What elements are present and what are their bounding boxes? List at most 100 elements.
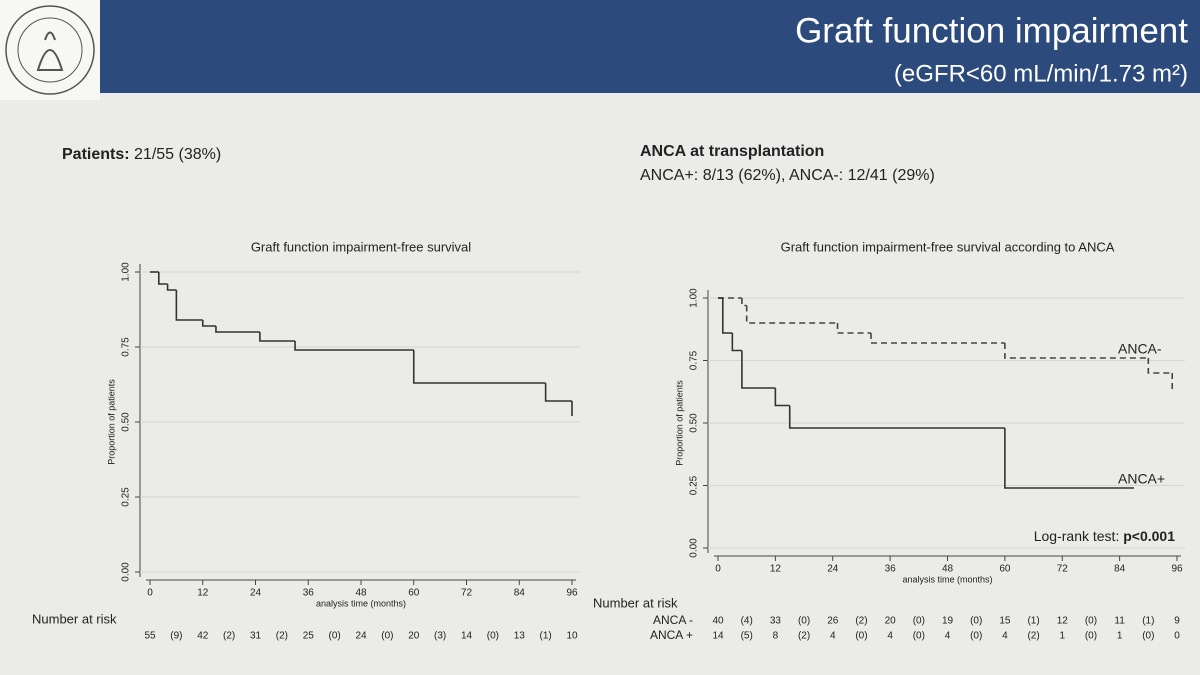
x-tick-label: 60 [408,588,420,599]
y-axis-label: Proportion of patients [106,379,116,465]
y-tick-label: 0.00 [689,538,700,558]
anca-detail: ANCA+: 8/13 (62%), ANCA-: 12/41 (29%) [640,167,935,184]
at-risk-count: 40 [712,616,724,627]
x-axis-label: analysis time (months) [316,598,406,608]
at-risk-count: 25 [303,631,315,642]
survival-step [745,305,838,324]
x-tick-label: 36 [885,564,897,575]
survival-step [259,332,296,342]
censored-count: (2) [223,631,235,642]
chart-title: Graft function impairment-free survival [251,239,471,254]
survival-step [175,290,203,321]
x-tick-label: 96 [1171,564,1183,575]
censored-count: (4) [741,616,753,627]
x-tick-label: 24 [250,588,262,599]
at-risk-count: 10 [566,631,578,642]
survival-step [731,333,742,352]
survival-step [1004,428,1134,489]
x-tick-label: 48 [942,564,954,575]
survival-step [721,298,733,334]
x-tick-label: 24 [827,564,839,575]
censored-count: (0) [381,631,393,642]
y-axis-label: Proportion of patients [674,380,684,466]
survival-step [836,323,871,334]
at-risk-count: 33 [770,616,782,627]
survival-step [1147,358,1173,374]
x-tick-label: 36 [303,588,315,599]
at-risk-count: 11 [1114,616,1125,627]
censored-count: (9) [170,631,182,642]
x-tick-label: 12 [770,564,782,575]
at-risk-count: 0 [1174,631,1180,642]
survival-step [215,326,260,333]
slide-title: Graft function impairment [795,11,1188,50]
x-tick-label: 60 [999,564,1011,575]
x-tick-label: 48 [355,588,367,599]
y-tick-label: 0.50 [121,412,132,432]
survival-step [1004,343,1149,359]
risk-row-name: ANCA + [650,628,693,642]
y-tick-label: 0.25 [689,475,700,495]
censored-count: (1) [1142,616,1154,627]
censored-count: (0) [329,631,341,642]
patients-text: Patients: 21/55 (38%) [62,146,221,163]
at-risk-count: 4 [945,631,951,642]
at-risk-count: 13 [514,631,526,642]
y-tick-label: 1.00 [121,262,132,282]
censored-count: (0) [855,631,867,642]
y-tick-label: 0.75 [121,337,132,357]
censored-count: (3) [434,631,446,642]
censored-count: (2) [1027,631,1039,642]
censored-count: (0) [970,616,982,627]
survival-step [294,341,414,351]
survival-step [788,405,1005,429]
survival-step [544,383,572,402]
censored-count: (2) [855,616,867,627]
x-tick-label: 84 [514,588,526,599]
censored-count: (2) [276,631,288,642]
y-tick-label: 0.25 [121,487,132,507]
at-risk-count: 1 [1059,631,1065,642]
survival-step [166,284,177,291]
header-band [100,0,1200,93]
at-risk-count: 9 [1174,616,1180,627]
annotation: Log-rank test: p<0.001 [1034,528,1175,544]
censored-count: (0) [1085,631,1097,642]
censored-count: (2) [798,631,810,642]
at-risk-count: 15 [999,616,1011,627]
at-risk-count: 4 [887,631,893,642]
anca-heading: ANCA at transplantation [640,143,824,160]
y-tick-label: 0.50 [689,413,700,433]
at-risk-count: 12 [1057,616,1069,627]
y-tick-label: 1.00 [689,288,700,308]
censored-count: (0) [798,616,810,627]
censored-count: (0) [913,616,925,627]
survival-step [870,333,1005,344]
risk-table-label: Number at risk [32,611,117,626]
censored-count: (0) [913,631,925,642]
at-risk-count: 19 [942,616,954,627]
y-tick-label: 0.00 [121,562,132,582]
x-tick-label: 12 [197,588,209,599]
at-risk-count: 26 [827,616,839,627]
at-risk-count: 24 [355,631,367,642]
censored-count: (0) [1142,631,1154,642]
slide-subtitle: (eGFR<60 mL/min/1.73 m²) [894,60,1188,87]
at-risk-count: 4 [1002,631,1008,642]
censored-count: (1) [540,631,552,642]
patients-value: 21/55 (38%) [134,146,221,163]
at-risk-count: 1 [1117,631,1123,642]
at-risk-count: 14 [712,631,724,642]
survival-step [741,298,747,307]
risk-row-name: ANCA - [653,613,693,627]
at-risk-count: 4 [830,631,836,642]
censored-count: (0) [487,631,499,642]
x-tick-label: 84 [1114,564,1126,575]
series-label: ANCA- [1118,341,1162,357]
x-tick-label: 72 [461,588,473,599]
censored-count: (5) [741,631,753,642]
x-tick-label: 96 [566,588,578,599]
annotation-value: p<0.001 [1123,528,1175,544]
survival-step [412,350,546,384]
